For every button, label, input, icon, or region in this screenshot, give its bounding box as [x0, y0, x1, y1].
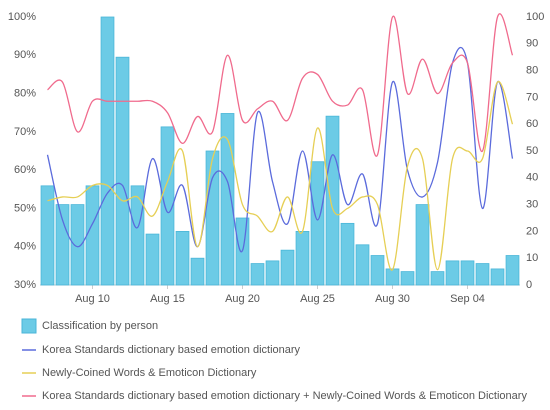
bar — [385, 268, 400, 286]
legend-swatch — [21, 318, 37, 334]
y2-tick-label: 30 — [526, 199, 538, 211]
y-tick-label: 30% — [14, 279, 36, 291]
x-tick-label: Sep 04 — [450, 293, 485, 305]
bar — [190, 257, 205, 286]
y-tick-label: 100% — [8, 11, 36, 23]
bar — [370, 255, 385, 286]
y2-tick-label: 60 — [526, 118, 538, 130]
legend-label: Korea Standards dictionary based emotion… — [42, 390, 527, 402]
bar — [100, 16, 115, 286]
bar — [490, 268, 505, 286]
bar — [220, 113, 235, 286]
bar — [475, 263, 490, 286]
bar — [205, 150, 220, 286]
y2-tick-label: 10 — [526, 252, 538, 264]
bar — [55, 204, 70, 286]
y2-tick-label: 80 — [526, 65, 538, 77]
bar — [175, 230, 190, 286]
bar — [40, 185, 55, 286]
bar — [430, 271, 445, 286]
bar — [295, 230, 310, 286]
line — [47, 81, 514, 271]
bar — [115, 56, 130, 286]
bar — [505, 255, 520, 286]
bar — [415, 204, 430, 286]
bar — [400, 271, 415, 286]
y-tick-label: 60% — [14, 164, 36, 176]
y2-tick-label: 90 — [526, 38, 538, 50]
bar — [85, 185, 100, 286]
x-tick-label: Aug 30 — [375, 293, 410, 305]
y-tick-label: 40% — [14, 241, 36, 253]
y2-tick-label: 40 — [526, 172, 538, 184]
y2-tick-label: 100 — [526, 11, 544, 23]
x-tick-label: Aug 10 — [75, 293, 110, 305]
x-tick-label: Aug 15 — [150, 293, 185, 305]
bar — [310, 161, 325, 286]
legend-label: Classification by person — [42, 320, 158, 332]
bar — [130, 185, 145, 286]
y2-tick-label: 50 — [526, 145, 538, 157]
x-tick-label: Aug 25 — [300, 293, 335, 305]
bar — [355, 244, 370, 286]
y2-tick-label: 0 — [526, 279, 532, 291]
bar — [145, 233, 160, 286]
bar — [340, 222, 355, 286]
y2-tick-label: 20 — [526, 225, 538, 237]
bar — [445, 260, 460, 286]
y-tick-label: 70% — [14, 126, 36, 138]
x-tick-label: Aug 20 — [225, 293, 260, 305]
line — [46, 46, 514, 253]
bar — [250, 263, 265, 286]
y-tick-label: 80% — [14, 87, 36, 99]
legend-label: Korea Standards dictionary based emotion… — [42, 344, 301, 356]
y-tick-label: 50% — [14, 202, 36, 214]
bar — [70, 204, 85, 286]
y-tick-label: 90% — [14, 49, 36, 61]
y2-tick-label: 70 — [526, 91, 538, 103]
line — [47, 13, 514, 157]
bar — [325, 115, 340, 286]
legend-label: Newly-Coined Words & Emoticon Dictionary — [42, 367, 257, 379]
bar — [160, 126, 175, 286]
bar — [460, 260, 475, 286]
bar — [265, 260, 280, 286]
bar — [280, 249, 295, 286]
